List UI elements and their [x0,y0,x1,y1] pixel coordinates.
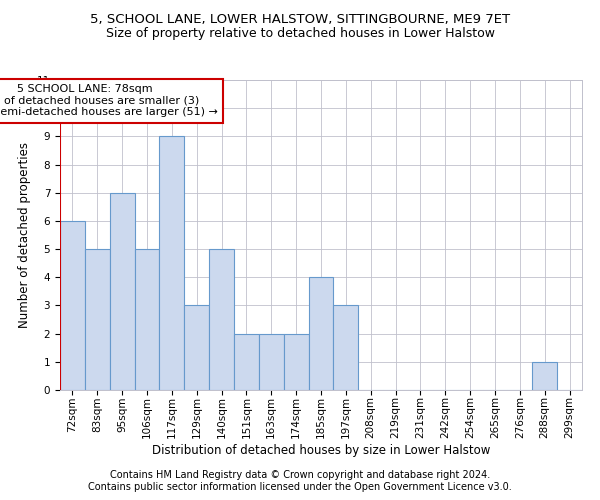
Bar [209,249,234,390]
Bar [334,306,358,390]
Text: Contains HM Land Registry data © Crown copyright and database right 2024.: Contains HM Land Registry data © Crown c… [110,470,490,480]
Bar [60,221,85,390]
Bar [259,334,284,390]
X-axis label: Distribution of detached houses by size in Lower Halstow: Distribution of detached houses by size … [152,444,490,457]
Bar [234,334,259,390]
Text: 5, SCHOOL LANE, LOWER HALSTOW, SITTINGBOURNE, ME9 7ET: 5, SCHOOL LANE, LOWER HALSTOW, SITTINGBO… [90,12,510,26]
Bar [160,136,184,390]
Bar [134,249,160,390]
Bar [85,249,110,390]
Bar [308,278,334,390]
Text: Contains public sector information licensed under the Open Government Licence v3: Contains public sector information licen… [88,482,512,492]
Bar [110,192,134,390]
Text: Size of property relative to detached houses in Lower Halstow: Size of property relative to detached ho… [106,28,494,40]
Y-axis label: Number of detached properties: Number of detached properties [19,142,31,328]
Text: 5 SCHOOL LANE: 78sqm
← 6% of detached houses are smaller (3)
94% of semi-detache: 5 SCHOOL LANE: 78sqm ← 6% of detached ho… [0,84,218,117]
Bar [184,306,209,390]
Bar [284,334,308,390]
Bar [532,362,557,390]
